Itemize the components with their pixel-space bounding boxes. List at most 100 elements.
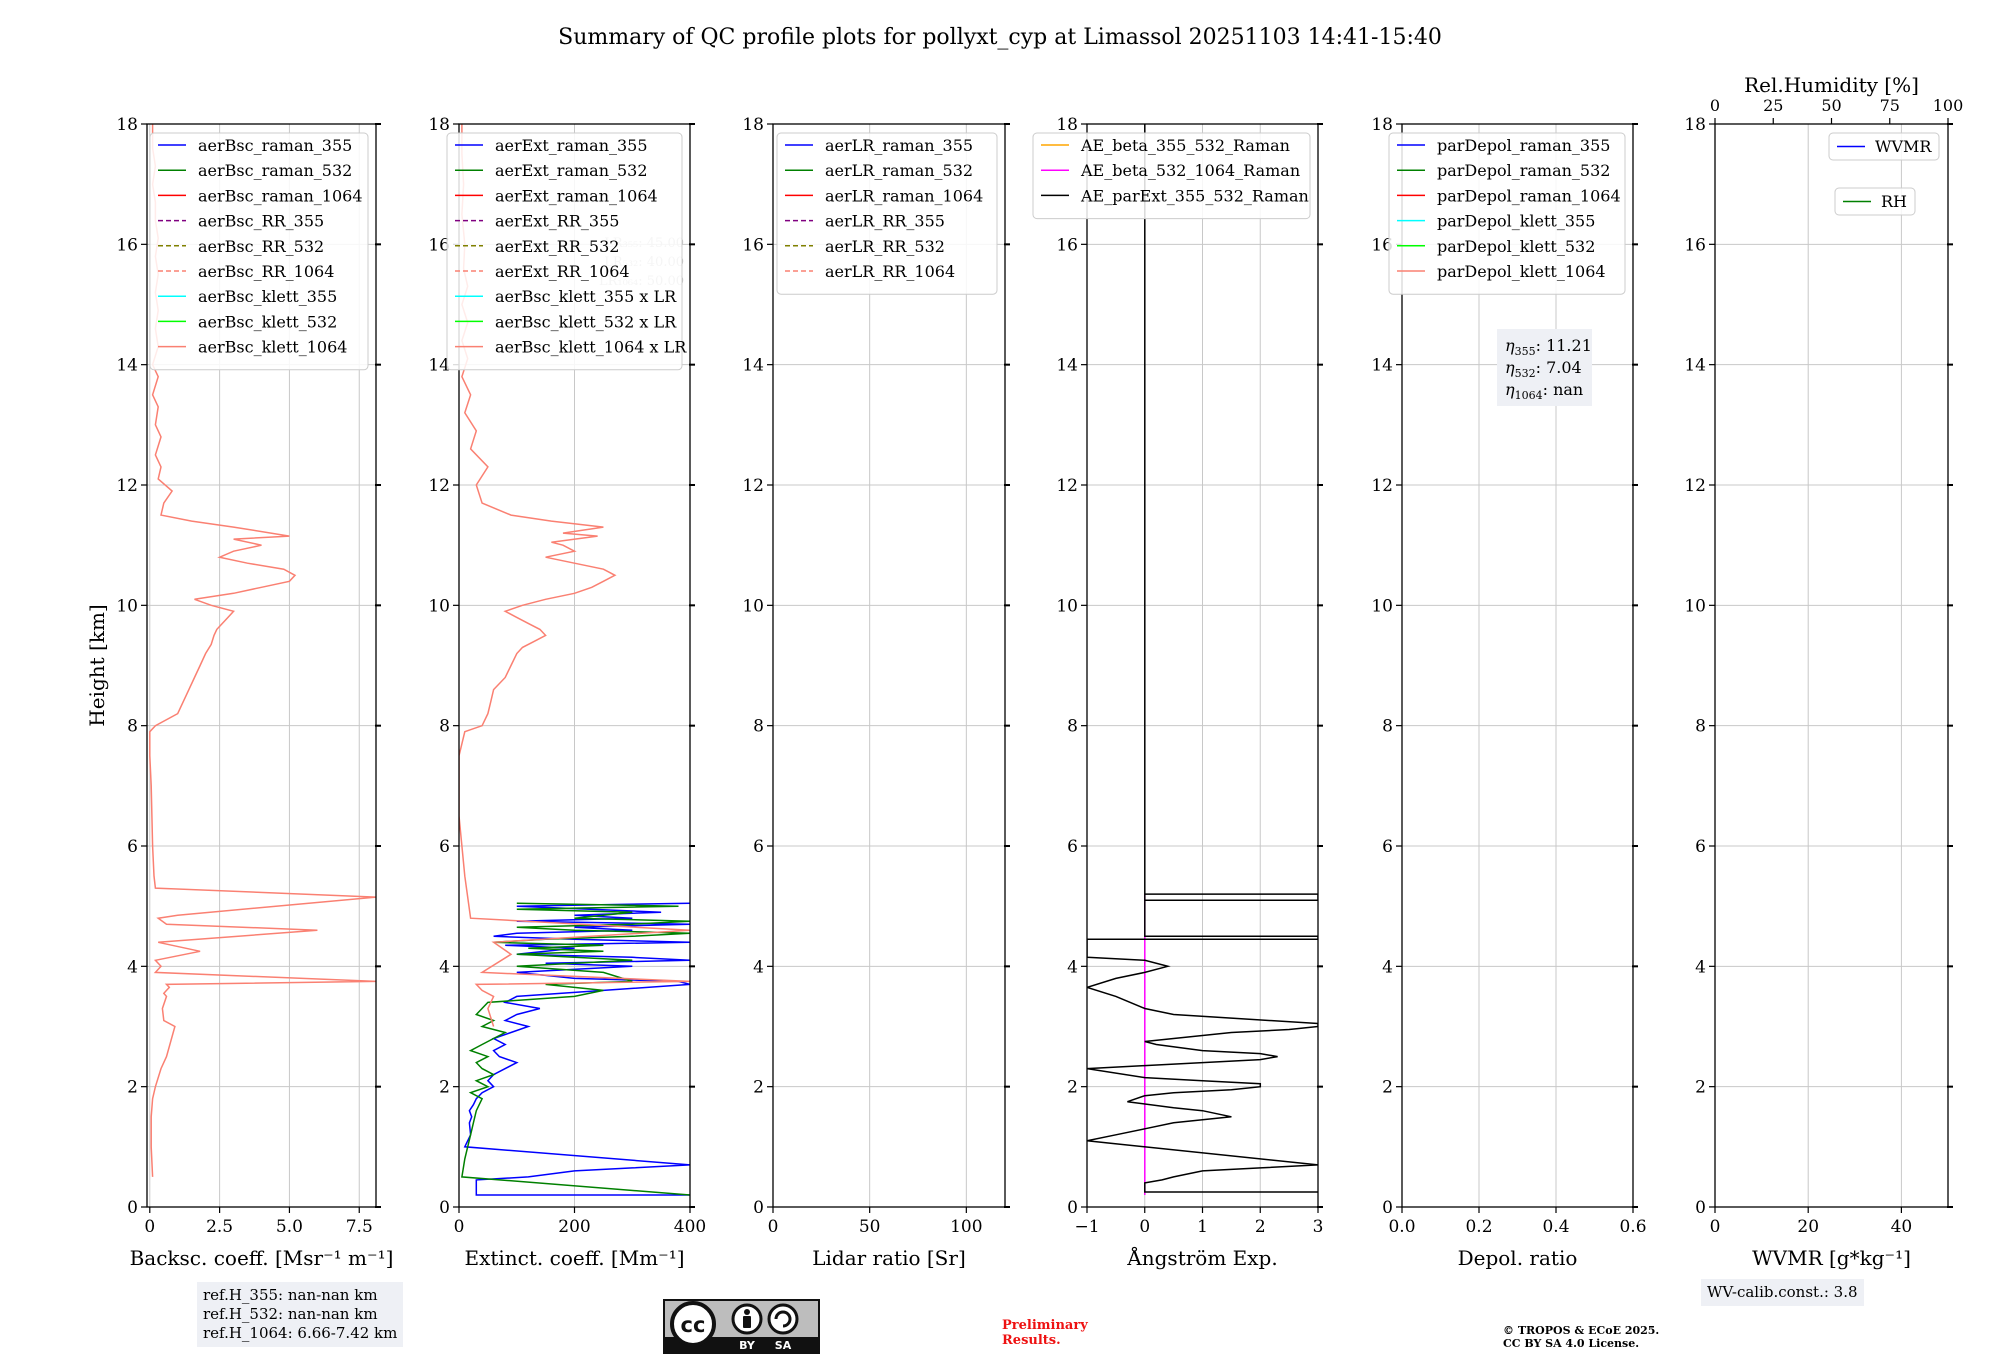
y-tick-label: 16 <box>742 235 764 255</box>
y-tick-label: 8 <box>753 717 764 737</box>
legend-box <box>446 132 683 371</box>
chart-title: Summary of QC profile plots for pollyxt_… <box>558 25 1442 50</box>
wv-calib-box: WV-calib.const.: 3.8 <box>1701 1279 1864 1306</box>
y-tick-label: 6 <box>1382 837 1393 857</box>
y-tick-label: 10 <box>428 596 450 616</box>
y-tick-label: 2 <box>127 1078 138 1098</box>
y-tick-label: 18 <box>1371 115 1393 135</box>
y-tick-label: 14 <box>1056 356 1078 376</box>
x-tick-label: 0 <box>454 1217 465 1237</box>
y-tick-label: 16 <box>1371 235 1393 255</box>
y-tick-label: 6 <box>439 837 450 857</box>
top-x-tick-label: 50 <box>1821 96 1841 115</box>
y-tick-label: 8 <box>127 717 138 737</box>
y-tick-label: 2 <box>753 1078 764 1098</box>
panel-depol: 0 2 4 6 8 10 12 14 16 18 0.0 0.2 0.4 0.6 Depol. ratio p… <box>1371 115 1646 1270</box>
y-tick-label: 12 <box>1684 476 1706 496</box>
legend-label: aerBsc_raman_1064 <box>198 186 363 205</box>
y-tick-label: 16 <box>1056 235 1078 255</box>
y-tick-label: 4 <box>1382 957 1393 977</box>
x-tick-label: 0.0 <box>1388 1217 1415 1237</box>
cc-badge-icon: cc BY SA <box>665 1301 818 1352</box>
legend-label: WVMR <box>1875 137 1932 156</box>
y-tick-label: 10 <box>1684 596 1706 616</box>
series-line-aerBsc_klett_1064 x LR <box>459 124 690 1027</box>
y-tick-label: 0 <box>127 1198 138 1218</box>
legend-label: aerBsc_klett_355 x LR <box>495 287 677 306</box>
y-tick-label: 6 <box>127 837 138 857</box>
cc-by-label: BY <box>739 1339 756 1352</box>
x-axis-label: Depol. ratio <box>1458 1246 1578 1270</box>
x-axis-label: Lidar ratio [Sr] <box>812 1246 966 1270</box>
y-tick-label: 8 <box>1382 717 1393 737</box>
legend-box <box>1032 132 1311 220</box>
top-x-tick-label: 25 <box>1763 96 1783 115</box>
x-tick-label: 100 <box>950 1217 982 1237</box>
preliminary-results-note: Preliminary Results. <box>1002 1318 1088 1348</box>
legend-label: aerExt_raman_1064 <box>495 186 658 205</box>
top-x-tick-label: 75 <box>1880 96 1900 115</box>
y-tick-label: 14 <box>1371 356 1393 376</box>
y-tick-label: 18 <box>116 115 138 135</box>
y-tick-label: 2 <box>1382 1078 1393 1098</box>
legend-label: aerLR_RR_1064 <box>825 262 955 281</box>
eta-box <box>1497 329 1592 406</box>
legend-label: parDepol_raman_532 <box>1437 161 1610 180</box>
legend-box <box>1834 187 1916 216</box>
y-tick-label: 0 <box>753 1198 764 1218</box>
legend-label: aerBsc_klett_1064 x LR <box>495 338 687 357</box>
y-tick-label: 6 <box>753 837 764 857</box>
legend-label: AE_beta_355_532_Raman <box>1080 136 1290 155</box>
x-tick-label: 400 <box>674 1217 706 1237</box>
y-tick-label: 14 <box>116 356 138 376</box>
x-tick-label: 5.0 <box>276 1217 303 1237</box>
legend-label: parDepol_klett_355 <box>1437 212 1595 231</box>
legend-label: aerBsc_RR_1064 <box>198 262 334 281</box>
x-tick-label: 200 <box>558 1217 590 1237</box>
y-tick-label: 4 <box>127 957 138 977</box>
y-tick-label: 2 <box>439 1078 450 1098</box>
legend-label: aerBsc_klett_355 <box>198 287 337 306</box>
panel-bsc: 0 2 4 6 8 10 12 14 16 18 0 2.5 5.0 7.5 Backsc. coeff. … <box>116 115 393 1270</box>
y-tick-label: 4 <box>439 957 450 977</box>
legend-label: parDepol_raman_355 <box>1437 136 1610 155</box>
x-tick-label: 0.2 <box>1465 1217 1492 1237</box>
legend-label: aerBsc_klett_532 x LR <box>495 312 677 331</box>
panel-frame <box>146 123 377 1208</box>
y-tick-label: 12 <box>1371 476 1393 496</box>
legend-box <box>1388 132 1626 295</box>
y-tick-label: 18 <box>1684 115 1706 135</box>
x-tick-label: 2.5 <box>206 1217 233 1237</box>
panel-frame <box>772 123 1006 1208</box>
panel-lr: 0 2 4 6 8 10 12 14 16 18 0 50 100 Lidar ratio [Sr] aer… <box>742 115 1010 1270</box>
series-line-AE_parExt_355_532_Raman <box>1087 124 1318 1193</box>
legend-label: aerLR_raman_532 <box>825 161 973 180</box>
legend-label: AE_beta_532_1064_Raman <box>1080 161 1300 180</box>
legend-label: aerExt_RR_1064 <box>495 262 630 281</box>
x-tick-label: 50 <box>859 1217 881 1237</box>
x-axis-label: Backsc. coeff. [Msr⁻¹ m⁻¹] <box>130 1246 394 1270</box>
legend-label: aerBsc_RR_355 <box>198 212 324 231</box>
legend-box <box>776 132 998 295</box>
y-tick-label: 4 <box>1067 957 1078 977</box>
y-tick-label: 10 <box>742 596 764 616</box>
x-tick-label: 40 <box>1891 1217 1913 1237</box>
x-tick-label: 0 <box>768 1217 779 1237</box>
legend-label: aerExt_raman_355 <box>495 136 648 155</box>
x-tick-label: 20 <box>1797 1217 1819 1237</box>
x-tick-label: 0.4 <box>1542 1217 1569 1237</box>
y-tick-label: 14 <box>428 356 450 376</box>
top-x-tick-label: 0 <box>1710 96 1720 115</box>
series-line-aerExt_raman_532 <box>461 902 690 1196</box>
eta-value: η355: 11.21 <box>1505 336 1592 358</box>
panel-ext: 0 2 4 6 8 10 12 14 16 18 0 200 400 Extinct. coeff. [M… <box>428 115 706 1270</box>
y-tick-label: 0 <box>1382 1198 1393 1218</box>
y-tick-label: 12 <box>742 476 764 496</box>
legend-label: parDepol_klett_532 <box>1437 237 1595 256</box>
y-tick-label: 14 <box>742 356 764 376</box>
y-tick-label: 2 <box>1695 1078 1706 1098</box>
y-tick-label: 12 <box>116 476 138 496</box>
x-tick-label: 2 <box>1255 1217 1266 1237</box>
panel-frame <box>1401 123 1634 1208</box>
